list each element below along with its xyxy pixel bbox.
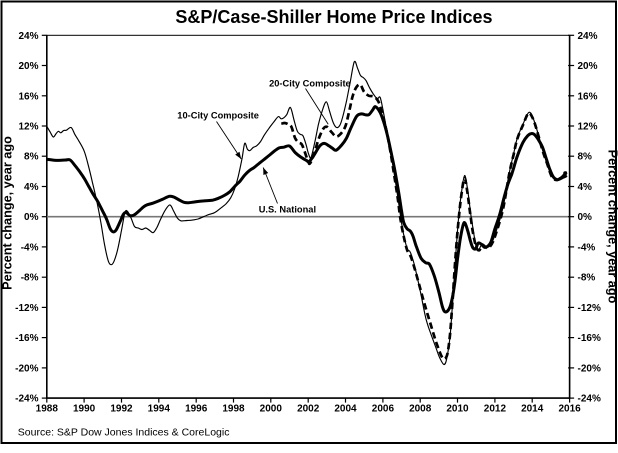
svg-text:4%: 4% [578,182,593,193]
svg-text:-4%: -4% [578,242,596,253]
svg-text:2002: 2002 [297,404,320,415]
svg-text:-8%: -8% [578,273,596,284]
svg-text:20%: 20% [578,61,598,72]
svg-text:-12%: -12% [15,303,38,314]
svg-text:0%: 0% [578,212,593,223]
svg-text:2004: 2004 [334,404,357,415]
svg-text:-16%: -16% [15,333,38,344]
svg-text:12%: 12% [18,122,38,133]
svg-text:16%: 16% [578,91,598,102]
svg-text:2000: 2000 [260,404,283,415]
svg-text:-20%: -20% [578,363,601,374]
svg-text:1996: 1996 [185,404,208,415]
svg-text:4%: 4% [24,182,39,193]
svg-text:-16%: -16% [578,333,601,344]
svg-text:2016: 2016 [558,404,581,415]
svg-text:12%: 12% [578,122,598,133]
svg-text:U.S. National: U.S. National [259,204,316,214]
svg-text:1998: 1998 [222,404,245,415]
svg-text:10-City Composite: 10-City Composite [177,110,259,120]
svg-text:20-City Composite: 20-City Composite [269,78,351,88]
svg-text:0%: 0% [24,212,39,223]
svg-text:24%: 24% [578,31,598,42]
svg-text:-20%: -20% [15,363,38,374]
svg-text:24%: 24% [18,31,38,42]
svg-text:Percent change, year ago: Percent change, year ago [606,150,618,304]
svg-text:1990: 1990 [73,404,96,415]
svg-text:8%: 8% [24,152,39,163]
svg-text:1988: 1988 [36,404,59,415]
svg-text:Source: S&P Dow Jones Indices: Source: S&P Dow Jones Indices & CoreLogi… [18,426,230,438]
svg-text:20%: 20% [18,61,38,72]
svg-text:-12%: -12% [578,303,601,314]
svg-text:16%: 16% [18,91,38,102]
svg-text:-8%: -8% [21,273,39,284]
svg-text:S&P/Case-Shiller Home Price In: S&P/Case-Shiller Home Price Indices [175,7,492,27]
svg-text:1994: 1994 [148,404,171,415]
svg-text:-24%: -24% [578,394,601,405]
svg-text:2008: 2008 [409,404,432,415]
svg-text:2012: 2012 [484,404,507,415]
svg-text:2014: 2014 [521,404,544,415]
svg-text:1992: 1992 [110,404,133,415]
svg-text:8%: 8% [578,152,593,163]
svg-text:2010: 2010 [446,404,469,415]
svg-text:-4%: -4% [21,242,39,253]
svg-text:Percent change, year ago: Percent change, year ago [1,136,15,290]
svg-text:2006: 2006 [372,404,395,415]
